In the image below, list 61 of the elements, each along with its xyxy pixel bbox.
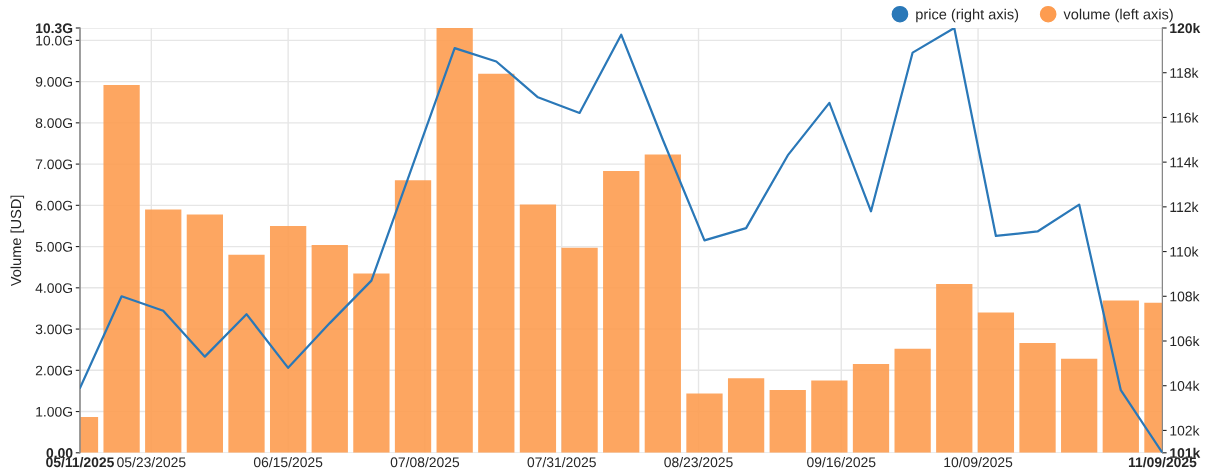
y2-tick-label: 102k xyxy=(1170,425,1200,436)
bar xyxy=(353,273,390,453)
y-tick-label: 9.00G xyxy=(35,76,72,87)
y-tick-label: 3.00G xyxy=(35,324,72,335)
bar xyxy=(603,171,640,453)
x-tick-label: 08/23/2025 xyxy=(664,456,733,468)
legend-label: volume (left axis) xyxy=(1063,8,1173,23)
x-tick-label: 11/09/2025 xyxy=(1128,456,1197,468)
legend-label: price (right axis) xyxy=(916,8,1019,23)
y2-tick-label: 112k xyxy=(1170,201,1199,212)
bar xyxy=(686,393,723,453)
x-tick-label: 05/23/2025 xyxy=(117,456,186,468)
x-tick-label: 10/09/2025 xyxy=(944,456,1013,468)
bar xyxy=(145,209,182,453)
line-series xyxy=(79,27,1163,453)
y2-tick-label: 118k xyxy=(1170,67,1199,78)
y-tick-label: 7.00G xyxy=(35,159,72,170)
bar xyxy=(894,348,931,453)
bar xyxy=(769,390,806,453)
bar xyxy=(478,73,515,453)
y-tick-label: 10.0G xyxy=(36,35,72,46)
y2-tick-label: 114k xyxy=(1170,157,1199,168)
y2-tick-label: 120k xyxy=(1170,22,1201,34)
bar xyxy=(394,180,432,453)
bar xyxy=(311,244,348,453)
x-tick-label: 05/11/2025 xyxy=(46,456,114,468)
y-axis-title: Volume [USD] xyxy=(10,195,25,287)
bar xyxy=(519,204,557,453)
bar xyxy=(1019,343,1056,453)
y-tick-label: 0.00 xyxy=(46,448,73,458)
y-tick-label: 1.00G xyxy=(36,406,72,417)
bar xyxy=(228,254,265,453)
y2-tick-label: 110k xyxy=(1170,246,1199,257)
bar xyxy=(1061,358,1098,453)
x-tick-label: 07/08/2025 xyxy=(390,456,460,468)
bar xyxy=(436,27,473,453)
bar xyxy=(727,378,765,453)
x-tick-label: 07/31/2025 xyxy=(527,456,596,468)
bar xyxy=(186,214,224,453)
bar xyxy=(269,225,307,453)
bar xyxy=(936,284,973,453)
bar xyxy=(852,364,890,453)
bar xyxy=(1102,300,1139,453)
y2-tick-label: 108k xyxy=(1170,291,1200,302)
y-tick-label: 8.00G xyxy=(35,118,72,129)
y2-tick-label: 104k xyxy=(1170,380,1200,391)
y-tick-label: 10.3G xyxy=(36,23,73,34)
bar xyxy=(811,380,848,453)
y-tick-label: 4.00G xyxy=(35,283,72,293)
y-tick-label: 2.00G xyxy=(35,365,72,376)
y2-tick-label: 116k xyxy=(1170,112,1199,123)
y-tick-label: 6.00G xyxy=(35,200,72,211)
bar xyxy=(644,154,681,453)
y-tick-label: 5.00G xyxy=(35,241,72,252)
bar xyxy=(103,84,140,453)
y2-tick-label: 101k xyxy=(1170,447,1201,458)
x-tick-label: 09/16/2025 xyxy=(807,456,876,468)
bar xyxy=(977,312,1015,453)
x-tick-label: 06/15/2025 xyxy=(253,456,323,468)
y2-tick-label: 106k xyxy=(1170,335,1200,347)
bar xyxy=(561,247,598,453)
